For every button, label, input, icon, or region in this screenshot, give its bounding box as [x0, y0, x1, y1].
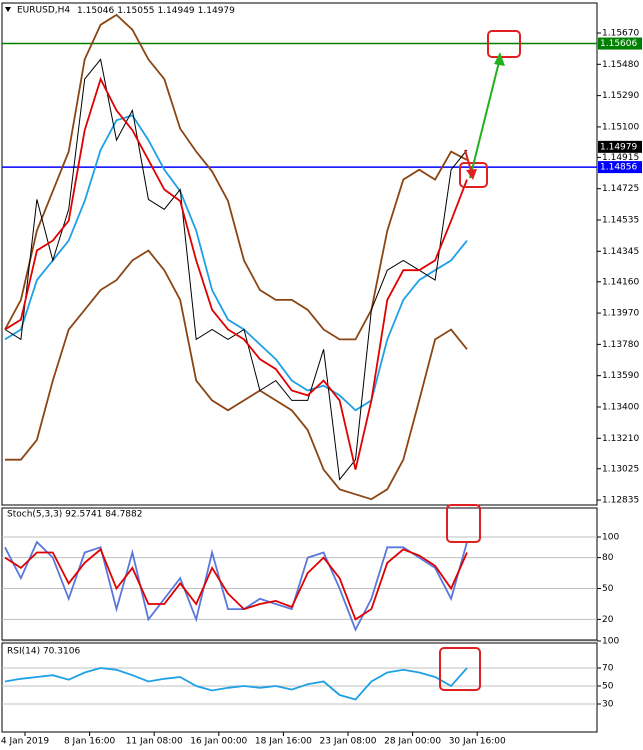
y-tick-label: 30 — [602, 700, 614, 710]
price-tag — [598, 37, 642, 50]
y-tick-label: 100 — [602, 533, 619, 543]
y-tick-label: 1.15480 — [602, 60, 639, 70]
y-tick-label: 1.15670 — [602, 29, 639, 39]
layer: 1.15670 1.15480 1.15290 1.15100 1.14915 1.147… — [1, 6, 642, 747]
y-tick-label: 1.14725 — [602, 184, 639, 194]
x-tick-label: 11 Jan 08:00 — [126, 737, 183, 747]
ohlc-value: 1.15055 — [117, 6, 154, 16]
series-line — [4, 13, 468, 341]
y-tick-label: 20 — [602, 615, 614, 625]
price-tag-label: 1.14856 — [600, 163, 637, 173]
x-tick-label: 30 Jan 16:00 — [449, 737, 506, 747]
target-box — [487, 30, 521, 58]
x-tick-label: 8 Jan 16:00 — [64, 737, 116, 747]
main-panel — [1, 2, 598, 506]
y-tick-label: 1.13400 — [602, 402, 639, 412]
y-tick-label: 50 — [602, 682, 614, 692]
x-tick-label: 18 Jan 16:00 — [255, 737, 312, 747]
ohlc-value: 1.15046 — [77, 6, 114, 16]
y-tick-label: 1.13590 — [602, 371, 639, 381]
price-tag — [598, 161, 642, 174]
ohlc-value: 1.14979 — [198, 6, 235, 16]
ohlc-value: 1.14949 — [157, 6, 194, 16]
price-tag — [598, 140, 642, 153]
series-line — [4, 540, 468, 632]
y-tick-label: 70 — [602, 664, 614, 674]
up-arrow — [469, 57, 501, 179]
series-line — [5, 249, 468, 501]
y-tick-label: 100 — [602, 637, 619, 647]
y-tick-label: 1.14345 — [602, 247, 639, 257]
y-tick-label: 1.13210 — [602, 434, 639, 444]
rsi-box — [439, 647, 481, 691]
panel-title: RSI(14) 70.3106 — [7, 647, 80, 657]
y-tick-label: 1.14915 — [602, 153, 639, 163]
arrow-head — [466, 169, 477, 180]
panel-title: EURUSD,H4 — [17, 6, 70, 16]
price-tag-label: 1.14979 — [600, 142, 637, 152]
y-tick-label: 1.15100 — [602, 122, 639, 132]
series-line — [4, 114, 468, 412]
x-tick-label: 28 Jan 00:00 — [384, 737, 441, 747]
ohlc: 1.15046 1.15055 1.14949 1.14979 — [77, 6, 235, 16]
y-tick-label: 1.13025 — [602, 464, 639, 474]
rsi-panel — [1, 642, 598, 733]
annotations — [439, 30, 521, 691]
y-tick-label: 1.13780 — [602, 340, 639, 350]
series-line — [4, 76, 468, 470]
stoch-panel — [1, 507, 598, 641]
menu-arrow — [5, 7, 11, 12]
y-tick-label: 80 — [602, 553, 614, 563]
y-tick-label: 1.15290 — [602, 91, 639, 101]
panel-title: Stoch(5,3,3) 92.5741 84.7882 — [7, 510, 142, 520]
y-tick-label: 1.14160 — [602, 277, 639, 287]
stoch-box — [446, 504, 481, 543]
price-tag-label: 1.15606 — [600, 39, 637, 49]
y-tick-label: 1.13970 — [602, 309, 639, 319]
x-tick-label: 16 Jan 00:00 — [190, 737, 247, 747]
series-line — [4, 547, 468, 621]
x-tick-label: 23 Jan 08:00 — [320, 737, 377, 747]
x-tick-label: 4 Jan 2019 — [1, 737, 49, 747]
series-line — [4, 667, 468, 701]
arrow-head — [494, 52, 505, 66]
y-tick-label: 1.12835 — [602, 496, 639, 506]
y-tick-label: 1.14535 — [602, 215, 639, 225]
y-tick-label: 50 — [602, 584, 614, 594]
